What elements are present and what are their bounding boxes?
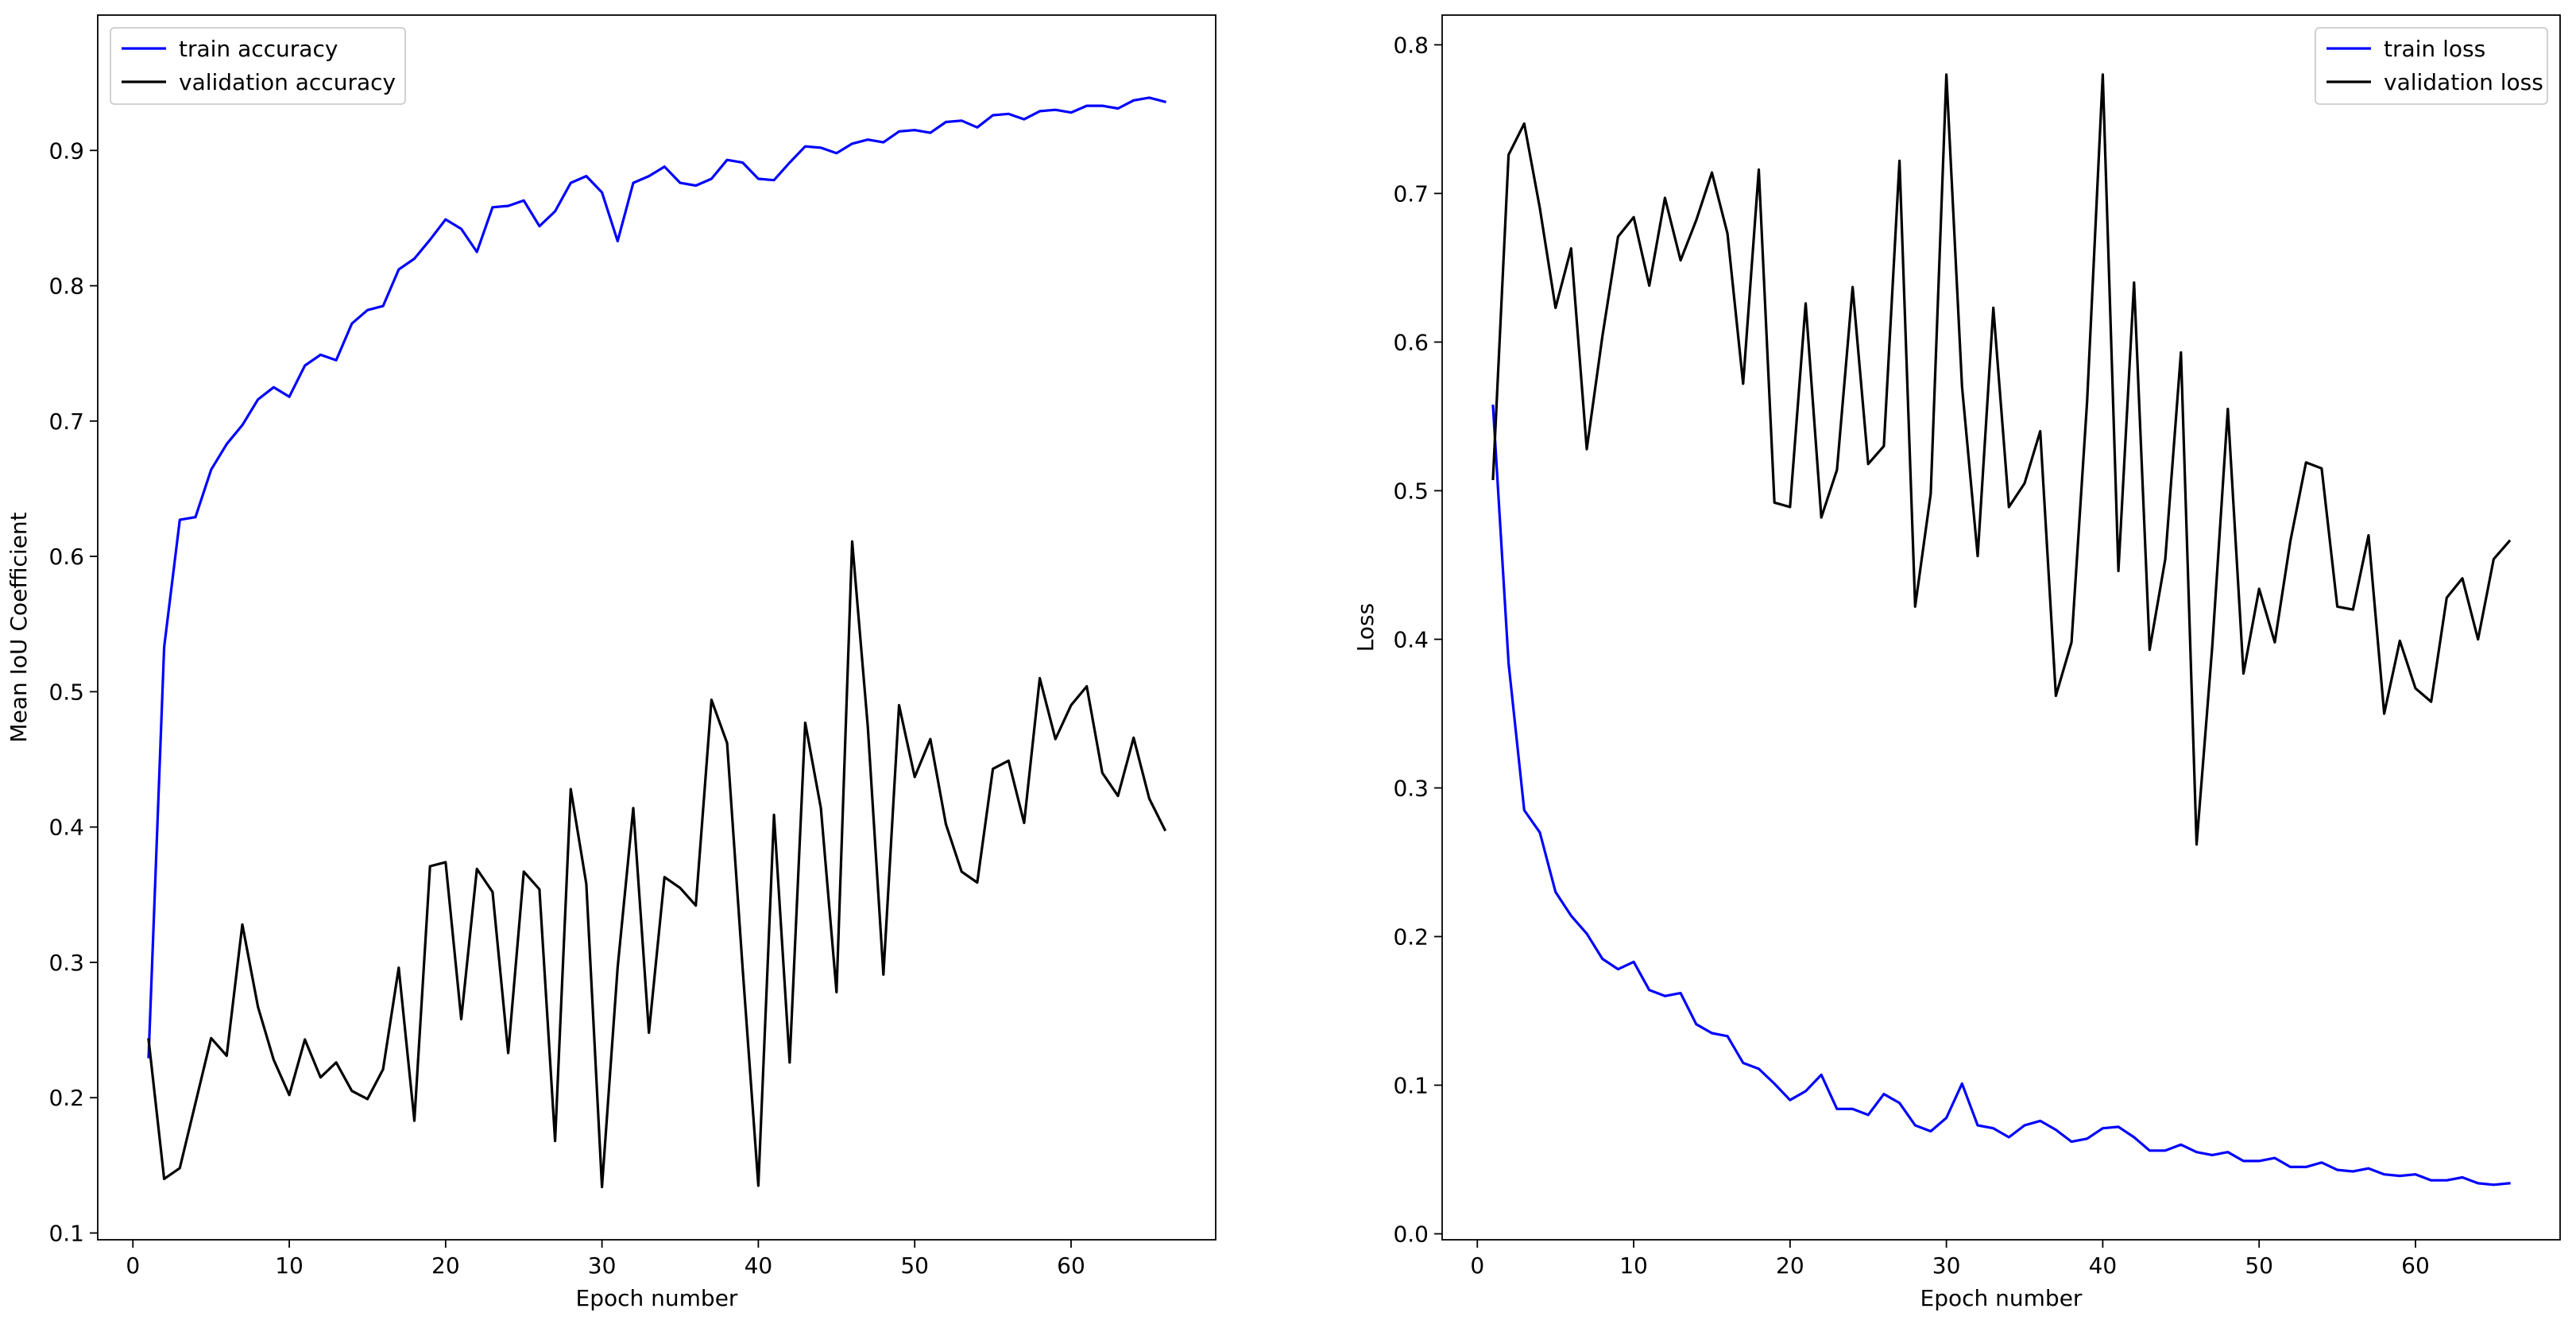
y-tick-label: 0.2 bbox=[1393, 923, 1429, 950]
y-tick-label: 0.2 bbox=[48, 1085, 84, 1111]
y-tick-label: 0.0 bbox=[1393, 1221, 1429, 1248]
y-tick-label: 0.3 bbox=[1393, 775, 1429, 801]
y-tick-label: 0.3 bbox=[48, 950, 84, 976]
plot-frame bbox=[1441, 14, 2561, 1241]
y-tick-label: 0.6 bbox=[48, 544, 84, 570]
x-tick-label: 10 bbox=[275, 1252, 304, 1279]
x-tick-label: 10 bbox=[1619, 1252, 1648, 1279]
legend-box bbox=[110, 27, 406, 105]
y-tick-label: 0.4 bbox=[1393, 626, 1429, 652]
legend: train loss validation loss bbox=[2315, 27, 2548, 105]
y-axis-title: Loss bbox=[1352, 603, 1379, 652]
series-line-train-accuracy bbox=[147, 96, 1166, 1059]
accuracy-chart: 0 10 20 30 40 50 60 0.1 0.2 0.3 0.4 0.5 0.6 0.7 0.8 0.9… bbox=[6, 14, 1216, 1311]
y-tick-label: 0.7 bbox=[48, 408, 84, 435]
y-tick-label: 0.5 bbox=[1393, 478, 1429, 504]
legend-label: train loss bbox=[2384, 36, 2485, 62]
y-tick-label: 0.8 bbox=[48, 273, 84, 300]
x-tick-label: 50 bbox=[900, 1252, 929, 1279]
x-tick-label: 40 bbox=[2089, 1252, 2118, 1279]
y-tick-label: 0.5 bbox=[48, 679, 84, 705]
legend-label: train accuracy bbox=[179, 36, 338, 62]
loss-chart: 0 10 20 30 40 50 60 0.0 0.1 0.2 0.3 0.4 0.5 0.6 0.7 0.8… bbox=[1352, 14, 2561, 1311]
y-tick-label: 0.1 bbox=[48, 1220, 84, 1246]
y-tick-label: 0.4 bbox=[48, 815, 84, 841]
y-tick-label: 0.9 bbox=[48, 137, 84, 164]
x-tick-label: 60 bbox=[1057, 1252, 1085, 1279]
series-line-validation-accuracy bbox=[147, 540, 1167, 1189]
y-tick-label: 0.6 bbox=[1393, 329, 1429, 355]
x-tick-label: 30 bbox=[1932, 1252, 1961, 1279]
x-tick-label: 50 bbox=[2245, 1252, 2273, 1279]
y-tick-label: 0.1 bbox=[1393, 1073, 1429, 1099]
x-tick-label: 60 bbox=[2401, 1252, 2430, 1279]
x-tick-label: 20 bbox=[431, 1252, 460, 1279]
y-tick-label: 0.8 bbox=[1393, 32, 1429, 58]
x-axis-title: Epoch number bbox=[1920, 1285, 2083, 1311]
plot-frame bbox=[97, 14, 1216, 1241]
y-axis-title: Mean IoU Coefficient bbox=[6, 512, 32, 742]
y-tick-label: 0.7 bbox=[1393, 180, 1429, 207]
x-tick-label: 0 bbox=[126, 1252, 140, 1279]
x-axis-title: Epoch number bbox=[576, 1285, 738, 1311]
legend-label: validation loss bbox=[2384, 69, 2543, 95]
x-tick-label: 0 bbox=[1470, 1252, 1484, 1279]
legend-label: validation accuracy bbox=[179, 69, 396, 95]
x-tick-label: 20 bbox=[1776, 1252, 1804, 1279]
legend: train accuracy validation accuracy bbox=[110, 27, 406, 105]
series-line-validation-loss bbox=[1491, 73, 2512, 846]
x-tick-label: 40 bbox=[745, 1252, 773, 1279]
series-line-train-loss bbox=[1491, 405, 2511, 1187]
legend-box bbox=[2315, 27, 2548, 105]
x-tick-label: 30 bbox=[588, 1252, 617, 1279]
